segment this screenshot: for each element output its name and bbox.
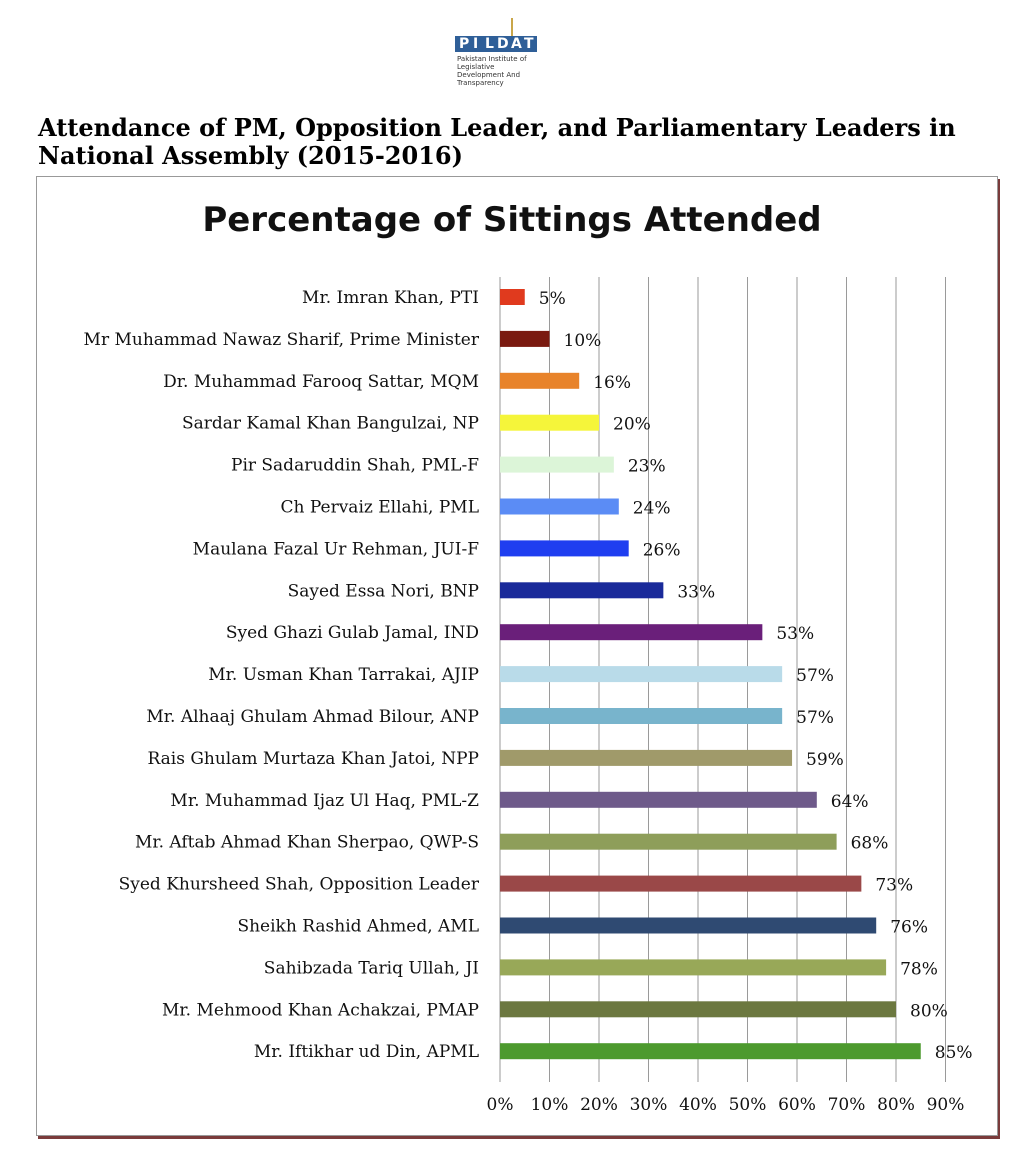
bar [500, 540, 629, 557]
logo-wordmark: P I L D A T [455, 36, 537, 52]
value-label: 23% [628, 457, 666, 477]
axis-tick-labels: 0% 10% 20% 30% 40% 50% 60% 70% 80% 90% [487, 1095, 965, 1115]
x-tick-label: 90% [927, 1095, 965, 1115]
value-label: 76% [890, 918, 928, 938]
bar [500, 330, 550, 347]
category-label: Pir Sadaruddin Shah, PML-F [231, 456, 479, 476]
value-label: 78% [900, 959, 938, 979]
bar [500, 498, 619, 515]
value-label: 24% [633, 499, 671, 519]
value-label: 57% [796, 708, 834, 728]
x-tick-label: 60% [778, 1095, 816, 1115]
value-label: 73% [875, 876, 913, 896]
value-label: 53% [776, 624, 814, 644]
bar [500, 582, 664, 599]
logo-mark [511, 18, 519, 40]
value-label: 20% [613, 415, 651, 435]
bar [500, 875, 862, 892]
category-label: Syed Khursheed Shah, Opposition Leader [119, 875, 480, 895]
bar [500, 959, 887, 976]
x-tick-label: 30% [630, 1095, 668, 1115]
x-tick-label: 20% [580, 1095, 618, 1115]
value-labels: 5% 10% 16% 20% 23% 24% 26% 33% 53% 57% 57% 59% 64% 68… [539, 289, 973, 1063]
value-label: 10% [564, 331, 602, 351]
value-label: 5% [539, 289, 566, 309]
category-label: Maulana Fazal Ur Rehman, JUI-F [193, 539, 480, 559]
category-labels: Mr. Imran Khan, PTI Mr Muhammad Nawaz Sha… [84, 288, 480, 1062]
bar [500, 666, 783, 683]
value-label: 16% [593, 373, 631, 393]
bar [500, 749, 793, 766]
bar [500, 1043, 921, 1060]
logo-letter-1: P [459, 36, 470, 52]
bar [500, 791, 817, 808]
category-label: Ch Pervaiz Ellahi, PML [280, 498, 479, 518]
category-label: Mr. Alhaaj Ghulam Ahmad Bilour, ANP [146, 707, 479, 727]
value-label: 57% [796, 666, 834, 686]
logo-letter-5: A [511, 36, 522, 52]
bar [500, 456, 614, 473]
bar [500, 833, 837, 850]
category-label: Sheikh Rashid Ahmed, AML [237, 917, 479, 937]
x-tick-label: 70% [828, 1095, 866, 1115]
x-tick-label: 0% [487, 1095, 514, 1115]
category-label: Rais Ghulam Murtaza Khan Jatoi, NPP [147, 749, 479, 769]
logo-letter-6: T [524, 36, 534, 52]
category-label: Mr. Iftikhar ud Din, APML [254, 1042, 479, 1062]
x-tick-label: 80% [877, 1095, 915, 1115]
category-label: Mr. Mehmood Khan Achakzai, PMAP [162, 1000, 479, 1020]
value-label: 26% [643, 540, 681, 560]
category-label: Sahibzada Tariq Ullah, JI [264, 958, 479, 978]
category-label: Syed Ghazi Gulab Jamal, IND [226, 623, 479, 643]
logo-letter-2: I [473, 36, 479, 52]
bar [500, 708, 783, 724]
category-label: Mr. Usman Khan Tarrakai, AJIP [208, 665, 479, 685]
logo-letter-3: L [485, 36, 494, 52]
pildat-logo: P I L D A T Pakistan Institute of Legisl… [455, 18, 541, 87]
value-label: 85% [935, 1043, 973, 1063]
bar [500, 372, 580, 389]
chart-title: Percentage of Sittings Attended [202, 200, 822, 240]
category-label: Mr. Aftab Ahmad Khan Sherpao, QWP-S [135, 833, 479, 853]
page-heading: Attendance of PM, Opposition Leader, and… [38, 113, 956, 170]
category-label: Mr Muhammad Nawaz Sharif, Prime Minister [84, 330, 480, 350]
category-label: Sayed Essa Nori, BNP [288, 581, 479, 601]
bar [500, 1001, 896, 1018]
bar [500, 414, 599, 431]
value-label: 33% [677, 582, 715, 602]
chart-bars [500, 289, 921, 1060]
bar [500, 289, 525, 305]
value-label: 68% [851, 834, 889, 854]
value-label: 80% [910, 1001, 948, 1021]
x-tick-label: 50% [729, 1095, 767, 1115]
logo-letter-4: D [497, 36, 509, 52]
logo-tagline: Pakistan Institute of Legislative Develo… [457, 55, 527, 87]
category-label: Dr. Muhammad Farooq Sattar, MQM [163, 372, 479, 392]
bar [500, 917, 877, 934]
category-label: Mr. Imran Khan, PTI [302, 288, 479, 308]
bar [500, 624, 763, 641]
value-label: 59% [806, 750, 844, 770]
x-tick-label: 10% [531, 1095, 569, 1115]
category-label: Mr. Muhammad Ijaz Ul Haq, PML-Z [170, 791, 479, 811]
value-label: 64% [831, 792, 869, 812]
category-label: Sardar Kamal Khan Bangulzai, NP [182, 414, 479, 434]
x-tick-label: 40% [679, 1095, 717, 1115]
